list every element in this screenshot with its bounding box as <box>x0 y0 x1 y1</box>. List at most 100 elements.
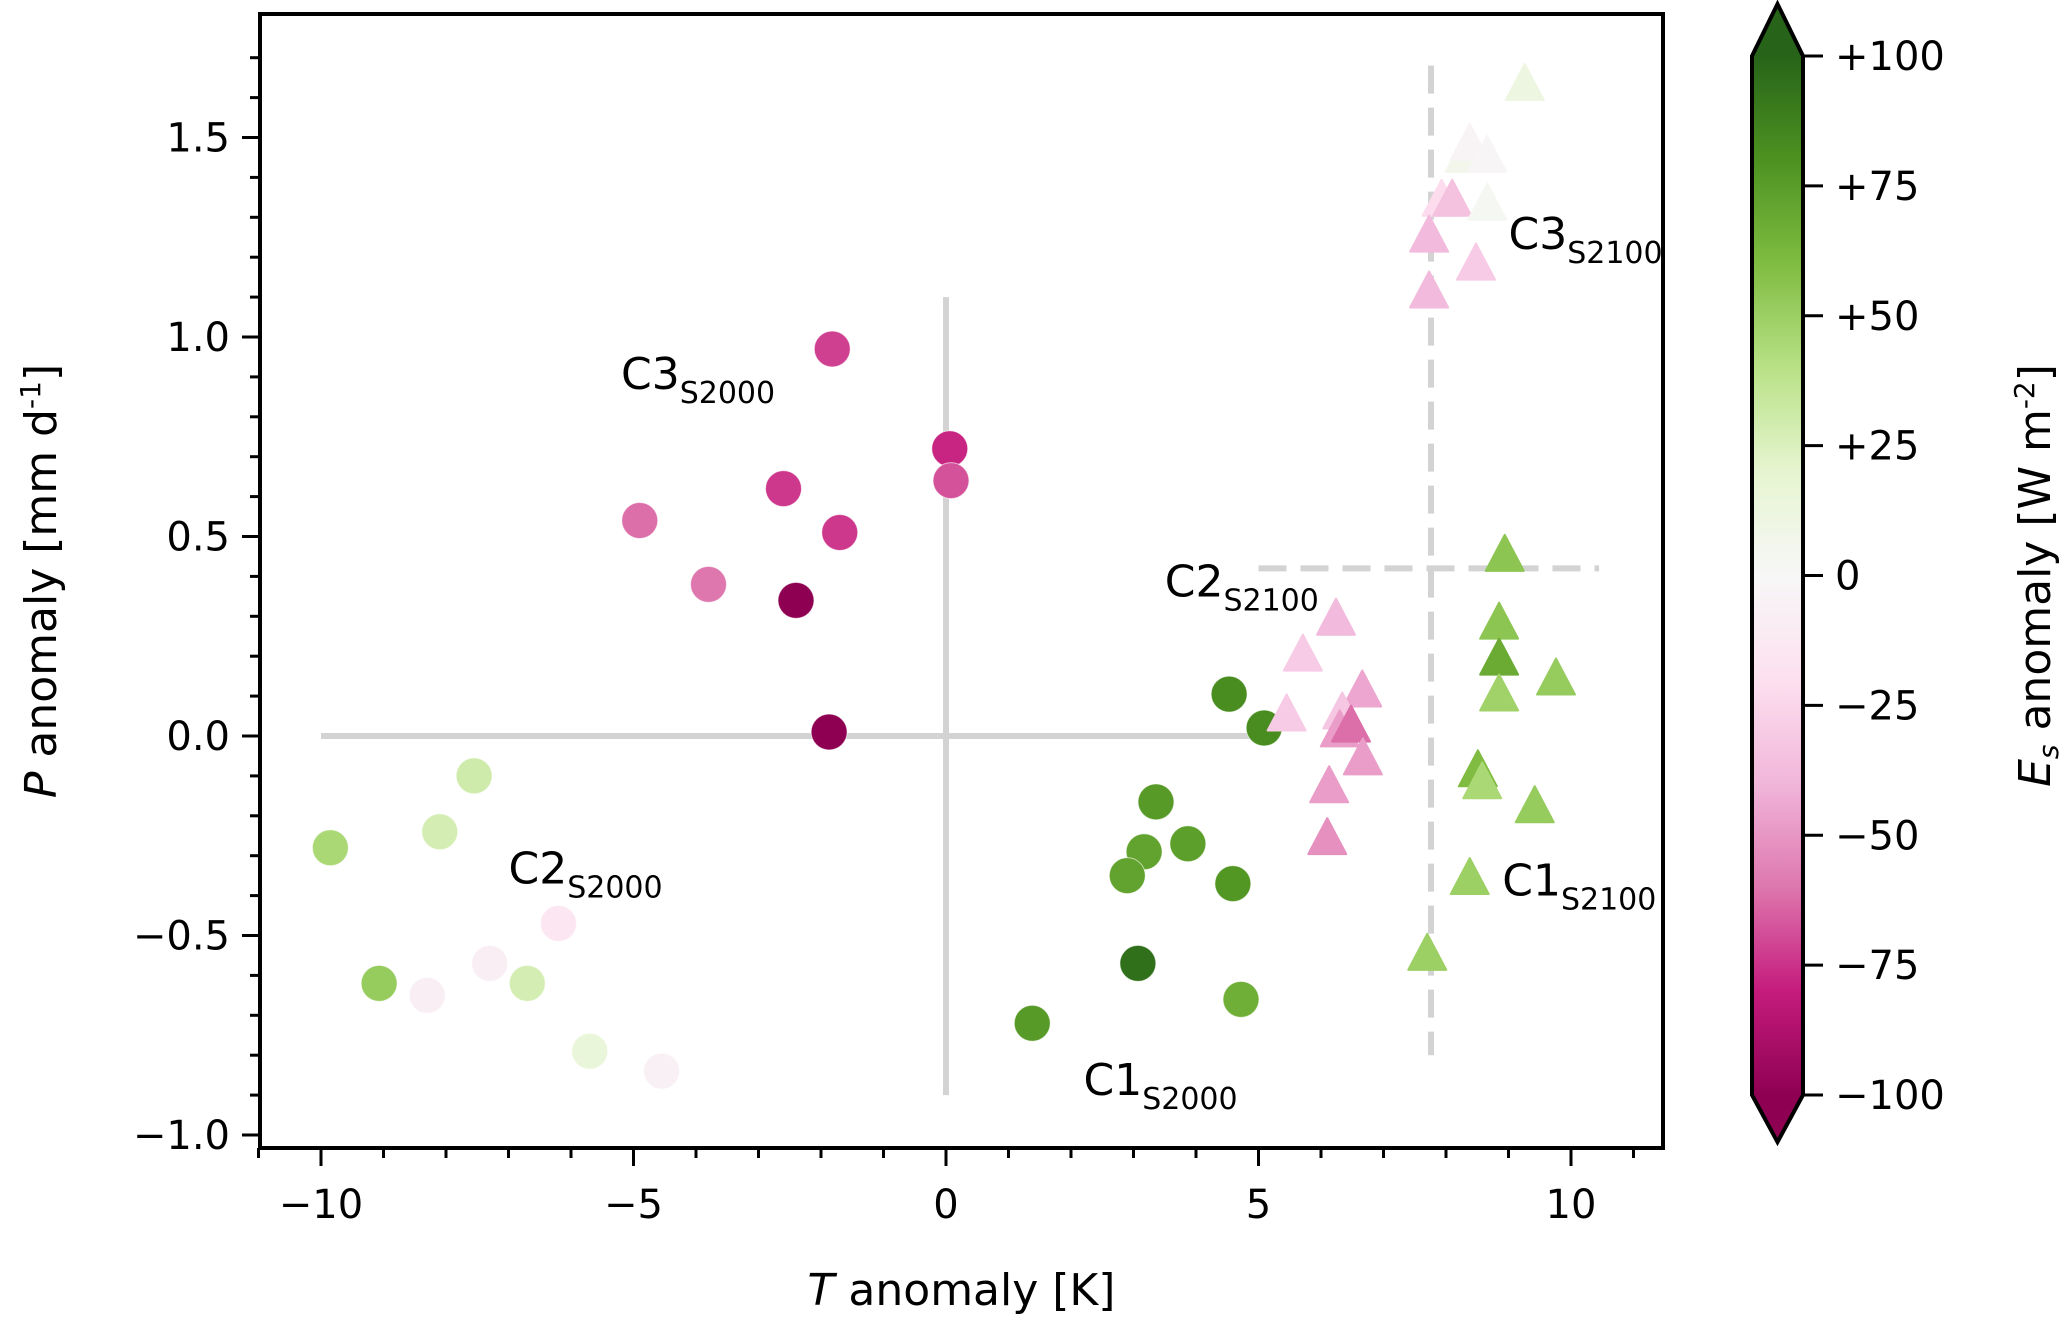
y-tick-label: 0.5 <box>166 515 230 561</box>
x-tick-label: −10 <box>279 1182 363 1228</box>
point-s2100-7 <box>1409 214 1450 253</box>
point-s2000-3 <box>765 470 802 508</box>
point-s2000-4 <box>621 502 659 540</box>
annotation-sub: S2100 <box>1567 236 1662 271</box>
point-s2100-16 <box>1342 669 1383 708</box>
point-s2100-11 <box>1316 597 1356 636</box>
point-s2000-11 <box>311 829 349 867</box>
y-axis-ticks: −1.0 −0.5 0.0 0.5 1.0 1.5 <box>133 56 260 1159</box>
colorbar-extend-min <box>1752 1095 1803 1142</box>
colorbar-tick-label: −75 <box>1835 943 1919 989</box>
point-s2100-25 <box>1309 765 1350 804</box>
point-s2000-10 <box>421 813 459 851</box>
colorbar-tick-label: −100 <box>1835 1073 1945 1119</box>
point-s2000-17 <box>571 1032 609 1070</box>
colorbar-title-rest: anomaly [W m <box>2010 409 2061 744</box>
point-s2000-18 <box>643 1052 681 1090</box>
x-tick-label: −5 <box>604 1182 663 1228</box>
point-s2100-0 <box>1504 63 1545 102</box>
point-s2000-16 <box>408 976 446 1014</box>
annotation-c2-s2000: C2S2000 <box>509 844 663 906</box>
x-tick-label: 0 <box>933 1182 958 1228</box>
point-s2000-13 <box>471 944 509 982</box>
point-s2100-17 <box>1479 673 1520 712</box>
point-s2100-21 <box>1331 704 1371 743</box>
colorbar-title: Es anomaly [W m-2] <box>2008 364 2065 787</box>
colorbar-title-close: ] <box>2010 364 2061 381</box>
point-s2000-9 <box>455 757 493 795</box>
point-s2100-15 <box>1536 657 1576 696</box>
x-axis-title: T anomaly [K] <box>808 1265 1116 1316</box>
x-tick-label: 5 <box>1246 1182 1271 1228</box>
point-s2100-9 <box>1409 270 1450 309</box>
annotation-sub: S2000 <box>567 871 662 906</box>
annotation-main: C2 <box>509 844 568 895</box>
point-s2100-5 <box>1432 178 1473 217</box>
point-s2100-22 <box>1342 737 1383 776</box>
data-points <box>311 63 1576 1090</box>
point-s2000-22 <box>1169 825 1207 863</box>
point-s2100-24 <box>1462 761 1503 800</box>
point-s2000-5 <box>821 514 859 552</box>
colorbar-tick-label: +25 <box>1835 424 1919 470</box>
point-s2100-28 <box>1449 857 1490 896</box>
colorbar-title-sub: s <box>2032 745 2065 760</box>
annotation-c3-s2000: C3S2000 <box>621 349 775 411</box>
y-axis-title: P anomaly [mm d-1] <box>14 364 67 798</box>
point-s2000-15 <box>508 964 546 1002</box>
y-tick-label: 0.0 <box>166 714 230 760</box>
annotation-c2-s2100: C2S2100 <box>1165 556 1319 618</box>
point-s2100-13 <box>1282 633 1323 672</box>
colorbar: +100 +75 +50 +25 0 −25 −50 −75 −100 <box>1750 0 1945 1147</box>
y-axis-title-var: P <box>16 771 67 798</box>
point-s2000-12 <box>540 905 577 943</box>
annotation-sub: S2000 <box>1142 1082 1237 1117</box>
colorbar-extend-max <box>1752 4 1803 56</box>
annotation-main: C1 <box>1502 856 1561 907</box>
colorbar-tick-label: +100 <box>1835 34 1945 80</box>
point-s2100-8 <box>1456 242 1496 281</box>
annotation-main: C3 <box>621 349 680 400</box>
colorbar-tick-label: −50 <box>1835 813 1919 859</box>
x-axis-ticks: −10 −5 0 5 10 <box>257 1148 1635 1228</box>
colorbar-tick-label: 0 <box>1835 554 1860 600</box>
point-s2000-26 <box>1119 944 1157 982</box>
annotation-sub: S2000 <box>680 376 775 411</box>
annotation-sub: S2100 <box>1223 583 1318 618</box>
colorbar-title-var: E <box>2010 759 2061 787</box>
point-s2000-1 <box>931 430 969 468</box>
annotation-main: C3 <box>1509 209 1568 260</box>
y-tick-label: 1.0 <box>166 315 230 361</box>
point-s2000-28 <box>1013 1004 1051 1042</box>
annotation-c3-s2100: C3S2100 <box>1509 209 1663 271</box>
point-s2100-27 <box>1307 817 1348 856</box>
y-tick-label: 1.5 <box>166 116 230 162</box>
annotation-c1-s2000: C1S2000 <box>1084 1055 1238 1117</box>
colorbar-tick-label: −25 <box>1835 683 1919 729</box>
point-s2100-19 <box>1266 693 1307 732</box>
annotation-main: C1 <box>1084 1055 1143 1106</box>
point-s2000-27 <box>1222 980 1260 1018</box>
point-s2100-26 <box>1514 785 1555 824</box>
annotation-sub: S2100 <box>1561 883 1656 918</box>
y-axis-title-rest: anomaly [mm d <box>16 409 67 772</box>
x-axis-title-rest: anomaly [K] <box>834 1265 1115 1316</box>
colorbar-tick-label: +50 <box>1835 294 1919 340</box>
annotation-c1-s2100: C1S2100 <box>1502 856 1656 918</box>
reference-lines <box>321 65 1600 1096</box>
colorbar-title-sup: -2 <box>2008 381 2041 409</box>
point-s2000-14 <box>360 964 398 1002</box>
plot-frame <box>258 12 1665 1150</box>
point-s2000-24 <box>1108 857 1146 895</box>
y-tick-label: −0.5 <box>133 914 230 960</box>
point-s2000-25 <box>1214 865 1252 903</box>
x-axis-title-var: T <box>808 1265 838 1316</box>
annotation-main: C2 <box>1165 556 1224 607</box>
x-tick-label: 10 <box>1546 1182 1597 1228</box>
cluster-annotations: C3S2000C2S2000C1S2000C3S2100C2S2100C1S21… <box>509 209 1663 1117</box>
point-s2000-0 <box>813 330 851 368</box>
y-axis-title-close: ] <box>16 364 67 381</box>
y-tick-label: −1.0 <box>133 1113 230 1159</box>
